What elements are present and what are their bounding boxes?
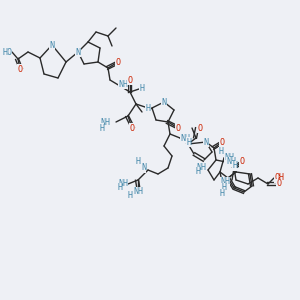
Text: H: H (146, 103, 151, 112)
Text: H: H (232, 161, 237, 170)
Text: NH: NH (133, 188, 143, 196)
Text: NH: NH (118, 80, 128, 88)
Text: O: O (128, 76, 133, 85)
Text: H: H (219, 190, 224, 199)
Text: O: O (276, 179, 281, 188)
Text: NH: NH (118, 179, 128, 188)
Text: H: H (140, 83, 145, 92)
Text: H: H (186, 137, 191, 146)
Text: N: N (203, 137, 208, 146)
Text: H: H (128, 191, 133, 200)
Text: H: H (99, 124, 104, 133)
Text: NH: NH (224, 154, 234, 163)
Text: HO: HO (2, 47, 12, 56)
Text: OH: OH (274, 173, 284, 182)
Text: H: H (195, 167, 200, 176)
Text: O: O (17, 64, 22, 74)
Text: NH: NH (220, 178, 230, 187)
Text: O: O (197, 124, 202, 133)
Text: N: N (50, 40, 55, 50)
Text: NH: NH (180, 134, 190, 142)
Text: H: H (221, 184, 226, 193)
Text: O: O (220, 137, 224, 146)
Text: H: H (117, 184, 122, 193)
Text: O: O (176, 124, 181, 133)
Text: NH: NH (100, 118, 110, 127)
Text: O: O (239, 158, 244, 166)
Text: N: N (76, 47, 80, 56)
Text: O: O (116, 58, 121, 67)
Text: H: H (135, 158, 140, 166)
Text: NH: NH (196, 164, 206, 172)
Text: N: N (161, 98, 166, 106)
Text: N: N (141, 164, 146, 172)
Text: O: O (130, 124, 134, 133)
Text: H: H (218, 148, 223, 157)
Text: NH: NH (226, 158, 236, 166)
